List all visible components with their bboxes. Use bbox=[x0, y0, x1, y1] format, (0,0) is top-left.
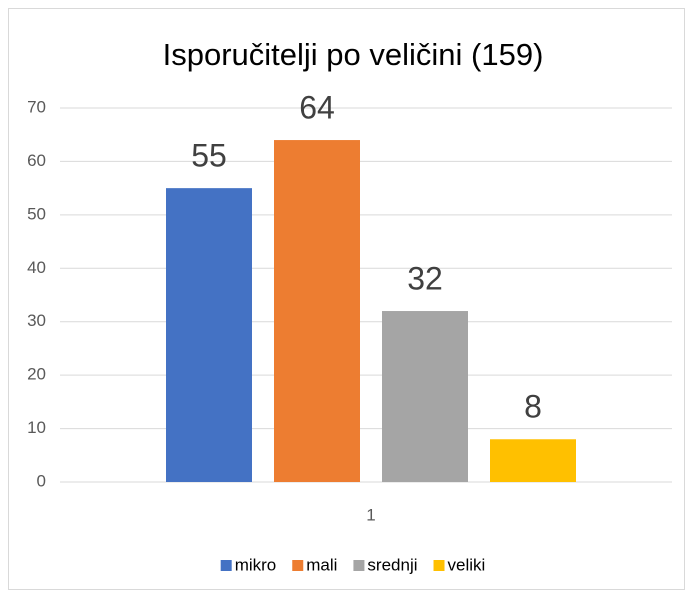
y-tick-label: 60 bbox=[27, 151, 46, 170]
y-tick-label: 0 bbox=[37, 471, 46, 490]
y-tick-label: 10 bbox=[27, 418, 46, 437]
chart-title: Isporučitelji po veličini (159) bbox=[163, 37, 544, 72]
legend-swatch bbox=[353, 560, 365, 571]
y-tick-label: 50 bbox=[27, 204, 46, 223]
legend-label: mali bbox=[306, 555, 337, 574]
bar bbox=[166, 188, 252, 482]
bar bbox=[382, 311, 468, 482]
y-tick-label: 40 bbox=[27, 258, 46, 277]
legend-swatch bbox=[220, 560, 232, 571]
legend-swatch bbox=[292, 560, 304, 571]
bar bbox=[490, 439, 576, 482]
y-tick-label: 30 bbox=[27, 311, 46, 330]
data-label: 8 bbox=[524, 389, 542, 425]
legend-label: srednji bbox=[367, 555, 417, 574]
data-label: 64 bbox=[299, 90, 335, 126]
legend-label: veliki bbox=[448, 555, 486, 574]
legend-swatch bbox=[433, 560, 445, 571]
x-tick-label: 1 bbox=[366, 505, 375, 524]
data-label: 55 bbox=[191, 138, 227, 174]
legend-label: mikro bbox=[235, 555, 277, 574]
bar bbox=[274, 140, 360, 483]
y-tick-label: 20 bbox=[27, 365, 46, 384]
data-label: 32 bbox=[407, 260, 443, 296]
y-tick-label: 70 bbox=[27, 97, 46, 116]
